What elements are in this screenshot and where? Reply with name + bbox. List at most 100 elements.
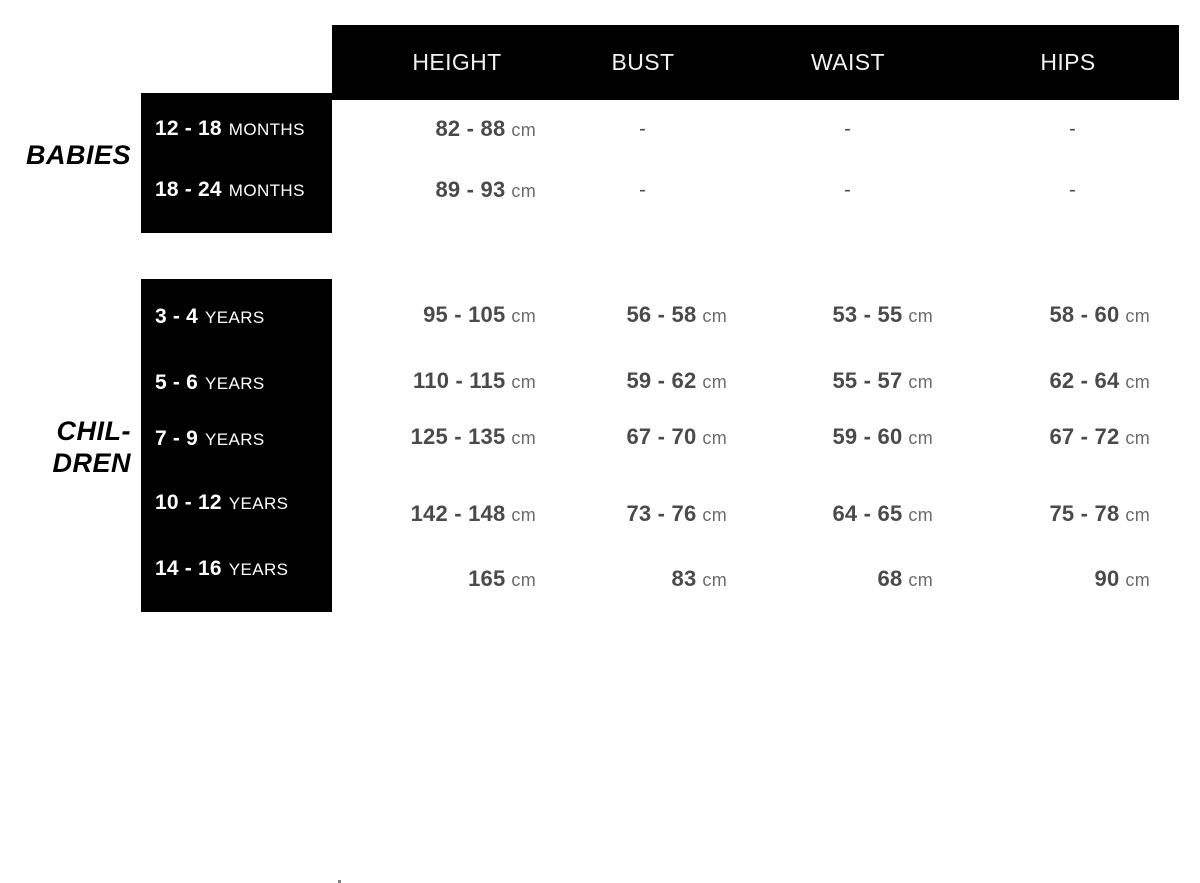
cell-babies-0-waist: - bbox=[844, 118, 851, 140]
cell-unit: cm bbox=[702, 372, 727, 392]
size-value: 12 - 18 bbox=[155, 117, 222, 140]
cell-value: 56 - 58 bbox=[626, 302, 697, 327]
cell-children-0-waist: 53 - 55 cm bbox=[766, 302, 933, 328]
cell-value: 110 - 115 bbox=[413, 368, 506, 393]
size-value: 5 - 6 bbox=[155, 371, 199, 394]
size-unit: MONTHS bbox=[228, 120, 305, 139]
cell-value: 59 - 60 bbox=[832, 424, 903, 449]
cell-children-1-hips: 62 - 64 cm bbox=[983, 368, 1150, 394]
cell-value: 165 bbox=[468, 566, 506, 591]
cell-value: 67 - 72 bbox=[1049, 424, 1120, 449]
cell-value: 67 - 70 bbox=[626, 424, 697, 449]
cell-children-2-waist: 59 - 60 cm bbox=[766, 424, 933, 450]
group-label-babies: BABIES bbox=[25, 140, 131, 170]
cell-children-4-bust: 83 cm bbox=[560, 566, 727, 592]
cell-children-2-height: 125 - 135 cm bbox=[336, 424, 536, 450]
cell-unit: cm bbox=[908, 372, 933, 392]
cell-babies-0-bust: - bbox=[639, 118, 646, 140]
cell-unit: cm bbox=[511, 181, 536, 201]
size-unit: YEARS bbox=[205, 430, 265, 449]
cell-unit: cm bbox=[908, 570, 933, 590]
cell-children-3-height: 142 - 148 cm bbox=[336, 501, 536, 527]
cell-value: 62 - 64 bbox=[1049, 368, 1120, 393]
cell-unit: cm bbox=[511, 372, 536, 392]
size-row-children-1[interactable]: 5 - 6 YEARS bbox=[141, 371, 332, 395]
cell-value: 59 - 62 bbox=[626, 368, 697, 393]
size-value: 3 - 4 bbox=[155, 305, 199, 328]
column-header-height: HEIGHT bbox=[412, 49, 502, 75]
size-row-children-3[interactable]: 10 - 12 YEARS bbox=[141, 491, 332, 515]
column-header-bust: BUST bbox=[611, 49, 675, 75]
column-header-hips: HIPS bbox=[1040, 49, 1096, 75]
size-block-children: 3 - 4 YEARS 5 - 6 YEARS 7 - 9 YEARS 10 - 12… bbox=[141, 279, 341, 883]
cell-unit: cm bbox=[1125, 372, 1150, 392]
cell-unit: cm bbox=[1125, 570, 1150, 590]
cell-value: 53 - 55 bbox=[832, 302, 903, 327]
table-header-bar: HEIGHT BUST WAIST HIPS bbox=[332, 25, 1179, 100]
cell-babies-1-height: 89 - 93 cm bbox=[336, 177, 536, 203]
size-chart: HEIGHT BUST WAIST HIPS BABIES CHIL- DREN… bbox=[25, 25, 1179, 883]
size-row-children-0[interactable]: 3 - 4 YEARS bbox=[141, 305, 332, 329]
cell-unit: cm bbox=[511, 120, 536, 140]
cell-value: 75 - 78 bbox=[1049, 501, 1120, 526]
cell-children-3-hips: 75 - 78 cm bbox=[983, 501, 1150, 527]
cell-unit: cm bbox=[511, 570, 536, 590]
cell-unit: cm bbox=[908, 428, 933, 448]
size-value: 14 - 16 bbox=[155, 557, 222, 580]
size-value: 10 - 12 bbox=[155, 491, 222, 514]
cell-value: 89 - 93 bbox=[435, 177, 506, 202]
size-unit: YEARS bbox=[228, 494, 289, 513]
size-unit: YEARS bbox=[228, 560, 289, 579]
cell-children-2-bust: 67 - 70 cm bbox=[560, 424, 727, 450]
cell-value: 90 bbox=[1094, 566, 1120, 591]
cell-value: 125 - 135 bbox=[410, 424, 506, 449]
size-unit: MONTHS bbox=[228, 181, 305, 200]
cell-value: 64 - 65 bbox=[832, 501, 903, 526]
cell-unit: cm bbox=[511, 505, 536, 525]
cell-unit: cm bbox=[511, 306, 536, 326]
size-unit: YEARS bbox=[205, 308, 265, 327]
cell-unit: cm bbox=[702, 428, 727, 448]
size-row-babies-1[interactable]: 18 - 24 MONTHS bbox=[141, 178, 332, 202]
cell-babies-1-waist: - bbox=[844, 179, 851, 201]
cell-children-0-bust: 56 - 58 cm bbox=[560, 302, 727, 328]
cell-children-4-waist: 68 cm bbox=[766, 566, 933, 592]
cell-babies-1-bust: - bbox=[639, 179, 646, 201]
cell-value: 73 - 76 bbox=[626, 501, 697, 526]
size-row-children-2[interactable]: 7 - 9 YEARS bbox=[141, 427, 332, 451]
cell-babies-0-height: 82 - 88 cm bbox=[336, 116, 536, 142]
cell-unit: cm bbox=[511, 428, 536, 448]
cell-unit: cm bbox=[702, 505, 727, 525]
cell-children-1-waist: 55 - 57 cm bbox=[766, 368, 933, 394]
size-value: 7 - 9 bbox=[155, 427, 199, 450]
cell-children-1-bust: 59 - 62 cm bbox=[560, 368, 727, 394]
cell-value: 82 - 88 bbox=[435, 116, 506, 141]
cell-value: 68 bbox=[877, 566, 903, 591]
cell-unit: cm bbox=[702, 306, 727, 326]
cell-unit: cm bbox=[1125, 306, 1150, 326]
cell-unit: cm bbox=[1125, 505, 1150, 525]
cell-children-3-waist: 64 - 65 cm bbox=[766, 501, 933, 527]
cell-children-2-hips: 67 - 72 cm bbox=[983, 424, 1150, 450]
cell-value: 55 - 57 bbox=[832, 368, 903, 393]
cell-children-0-hips: 58 - 60 cm bbox=[983, 302, 1150, 328]
size-unit: YEARS bbox=[205, 374, 265, 393]
cell-children-4-hips: 90 cm bbox=[983, 566, 1150, 592]
size-block-babies: 12 - 18 MONTHS 18 - 24 MONTHS bbox=[141, 93, 332, 233]
group-label-children: CHIL- DREN bbox=[52, 416, 131, 478]
column-header-waist: WAIST bbox=[811, 49, 885, 75]
cell-value: 83 bbox=[671, 566, 697, 591]
cell-unit: cm bbox=[702, 570, 727, 590]
cell-children-1-height: 110 - 115 cm bbox=[336, 368, 536, 394]
size-row-children-4[interactable]: 14 - 16 YEARS bbox=[141, 557, 332, 581]
cell-babies-0-hips: - bbox=[1069, 118, 1076, 140]
cell-value: 58 - 60 bbox=[1049, 302, 1120, 327]
cell-unit: cm bbox=[1125, 428, 1150, 448]
cell-value: 95 - 105 bbox=[423, 302, 506, 327]
cell-unit: cm bbox=[908, 306, 933, 326]
size-row-babies-0[interactable]: 12 - 18 MONTHS bbox=[141, 117, 332, 141]
cell-children-0-height: 95 - 105 cm bbox=[336, 302, 536, 328]
cell-children-4-height: 165 cm bbox=[336, 566, 536, 592]
cell-unit: cm bbox=[908, 505, 933, 525]
cell-children-3-bust: 73 - 76 cm bbox=[560, 501, 727, 527]
